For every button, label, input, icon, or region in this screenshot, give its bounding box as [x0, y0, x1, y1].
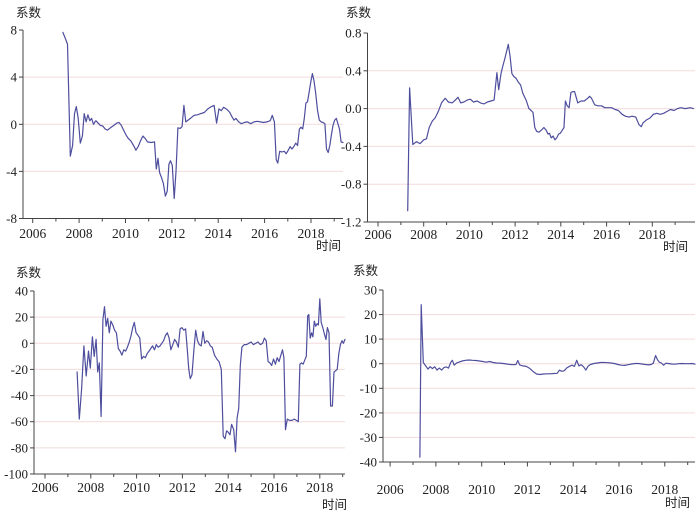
y-tick-label: -0.8: [341, 177, 362, 192]
x-axis-title: 时间: [316, 239, 341, 253]
x-tick-label: 2014: [215, 480, 242, 495]
y-tick-label: 0.0: [345, 101, 361, 116]
y-tick-label: -1.2: [341, 215, 362, 230]
y-tick-label: -8: [6, 211, 17, 226]
y-axis-title: 系数: [353, 263, 379, 278]
x-axis-title: 时间: [663, 240, 688, 254]
x-tick-label: 2014: [547, 227, 574, 242]
y-tick-label: 8: [11, 23, 18, 38]
y-tick-label: 4: [11, 70, 18, 85]
y-tick-label: -20: [11, 362, 28, 377]
y-tick-label: -100: [4, 467, 28, 482]
y-tick-label: 40: [15, 284, 28, 299]
x-tick-label: 2008: [422, 482, 449, 497]
y-axis-title: 系数: [346, 5, 372, 20]
series-line: [407, 43, 695, 212]
x-tick-label: 2008: [410, 227, 437, 242]
x-tick-label: 2008: [66, 226, 93, 241]
x-tick-label: 2006: [365, 227, 392, 242]
x-tick-label: 2016: [606, 482, 633, 497]
x-tick-label: 2018: [639, 227, 666, 242]
y-tick-label: -4: [6, 164, 17, 179]
x-tick-label: 2018: [298, 226, 325, 241]
series-line: [419, 304, 696, 458]
x-tick-label: 2008: [77, 480, 104, 495]
y-tick-label: 0: [22, 336, 29, 351]
x-tick-label: 2014: [560, 482, 587, 497]
x-tick-label: 2012: [158, 226, 185, 241]
x-tick-label: 2010: [468, 482, 495, 497]
x-axis-title: 时间: [322, 498, 347, 512]
y-tick-label: 0.8: [345, 26, 361, 41]
x-tick-label: 2006: [19, 226, 46, 241]
chart-bottom-left: 40 20 0 -20 -40 -60 -80 -100 2006 2008 2010 2012 201…: [4, 265, 347, 512]
y-tick-label: 20: [364, 307, 377, 322]
y-tick-label: 20: [15, 310, 28, 325]
x-tick-label: 2016: [261, 480, 288, 495]
y-tick-label: -60: [11, 414, 28, 429]
y-axis-title: 系数: [16, 5, 42, 20]
y-tick-label: -0.4: [341, 139, 362, 154]
y-tick-label: 0: [371, 356, 378, 371]
x-tick-label: 2012: [514, 482, 541, 497]
x-tick-label: 2018: [306, 480, 333, 495]
x-tick-label: 2006: [32, 480, 59, 495]
x-tick-label: 2010: [112, 226, 139, 241]
x-tick-label: 2012: [169, 480, 196, 495]
y-tick-label: -20: [360, 405, 377, 420]
x-tick-label: 2010: [456, 227, 483, 242]
y-axis-title: 系数: [16, 265, 42, 280]
y-tick-label: 0.4: [345, 63, 362, 78]
x-axis-title: 时间: [665, 496, 690, 510]
x-tick-label: 2006: [377, 482, 404, 497]
y-tick-label: 10: [364, 332, 377, 347]
x-tick-label: 2010: [123, 480, 150, 495]
y-tick-label: -40: [360, 455, 377, 470]
x-tick-label: 2016: [251, 226, 278, 241]
y-tick-label: -10: [360, 381, 377, 396]
y-tick-label: 30: [364, 283, 377, 298]
x-tick-label: 2016: [593, 227, 620, 242]
y-tick-label: 0: [11, 117, 18, 132]
x-tick-label: 2012: [502, 227, 529, 242]
y-tick-label: -30: [360, 430, 377, 445]
y-tick-label: -80: [11, 440, 28, 455]
x-tick-label: 2018: [651, 482, 678, 497]
x-tick-label: 2014: [205, 226, 232, 241]
series-line: [62, 31, 344, 200]
y-tick-label: -40: [11, 388, 28, 403]
series-line: [76, 298, 346, 453]
